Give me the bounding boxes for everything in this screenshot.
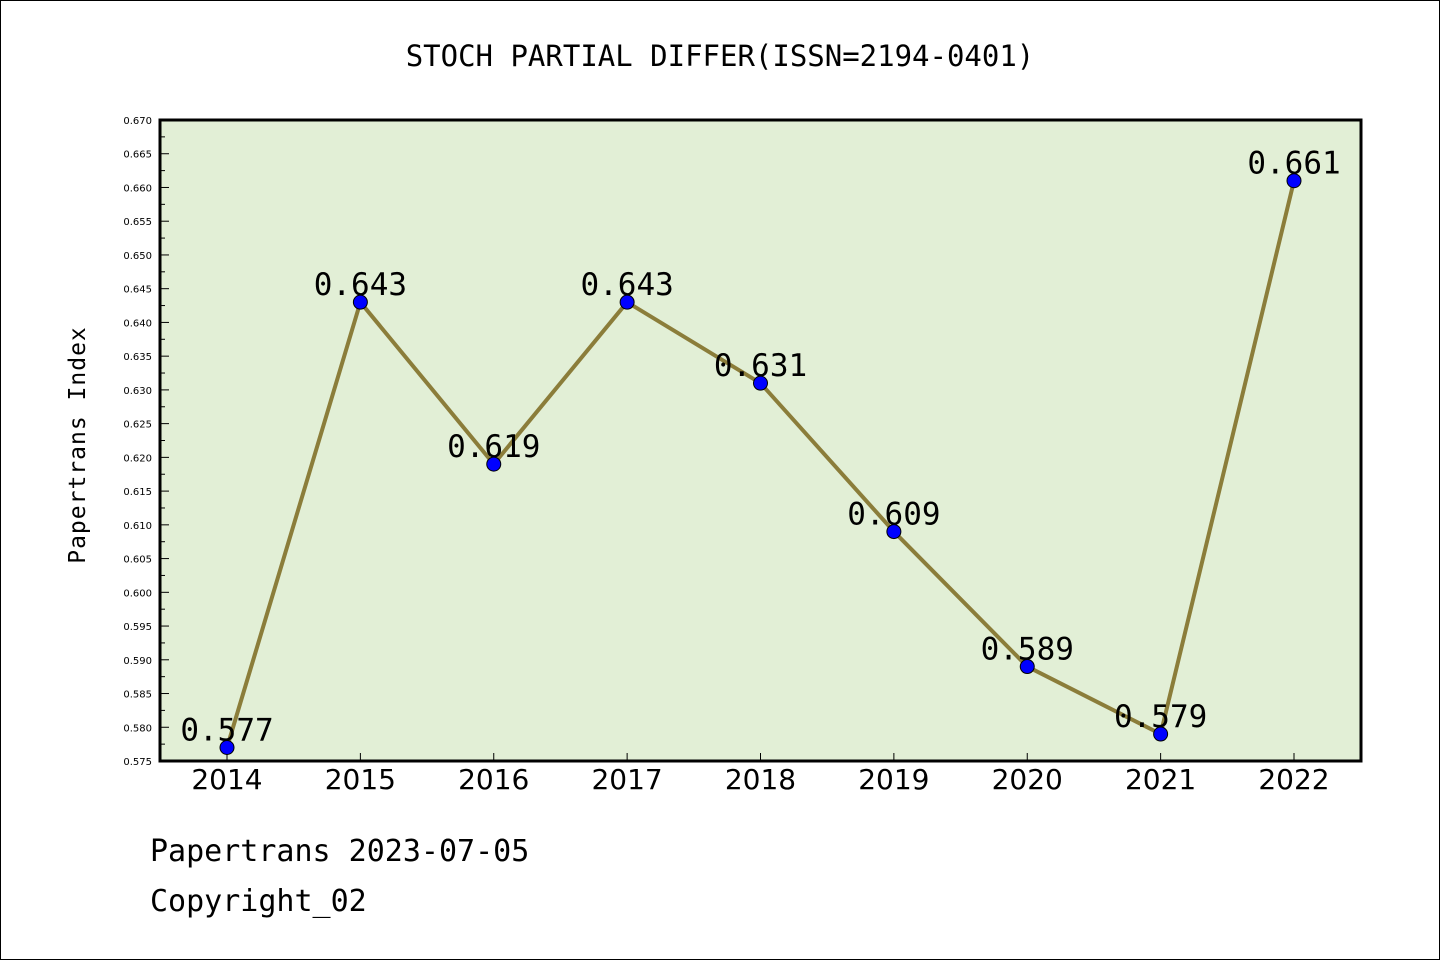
y-tick-label: 0.620 [123, 453, 152, 464]
y-tick-label: 0.670 [123, 116, 152, 127]
data-label: 0.577 [180, 713, 273, 749]
plot-border [158, 118, 1363, 763]
data-point [1153, 726, 1169, 742]
data-labels: 0.577 0.643 0.619 0.643 0.631 0.609 0.589 0.579… [180, 146, 1340, 749]
data-label: 0.631 [714, 348, 807, 384]
chart-title: STOCH PARTIAL DIFFER(ISSN=2194-0401) [406, 39, 1035, 73]
y-tick-label: 0.575 [123, 757, 152, 768]
y-tick-label: 0.615 [123, 487, 152, 498]
x-tick-label: 2018 [725, 763, 796, 796]
y-tick-label: 0.655 [123, 217, 152, 228]
x-tick-label: 2022 [1258, 763, 1329, 796]
y-tick-label: 0.640 [123, 318, 152, 329]
y-tick-label: 0.635 [123, 352, 152, 363]
y-tick-label: 0.625 [123, 420, 152, 431]
y-tick-label: 0.650 [123, 251, 152, 262]
data-point [619, 294, 635, 310]
data-markers [219, 173, 1302, 756]
x-tick-label: 2021 [1125, 763, 1196, 796]
data-label: 0.661 [1247, 146, 1340, 182]
data-point [753, 375, 768, 391]
x-tick-label: 2014 [191, 763, 262, 796]
y-tick-label: 0.600 [123, 588, 152, 599]
x-tick-label: 2020 [992, 763, 1063, 796]
data-label: 0.643 [314, 267, 407, 303]
y-tick-label: 0.585 [123, 690, 152, 701]
data-point [1019, 659, 1035, 675]
y-tick-label: 0.630 [123, 386, 152, 397]
y-tick-label: 0.590 [123, 656, 152, 667]
x-tick-label: 2017 [591, 763, 662, 796]
y-tick-label: 0.595 [123, 622, 152, 633]
y-tick-label: 0.645 [123, 285, 152, 296]
data-point [219, 740, 235, 756]
y-axis: 0.575 0.580 0.585 0.590 0.595 0.600 0.605 0.610… [123, 116, 169, 768]
data-point [886, 524, 902, 540]
data-point [1286, 173, 1302, 189]
y-axis-label: Papertrans Index [65, 326, 91, 564]
data-label: 0.609 [847, 497, 940, 533]
plot-area [160, 120, 1361, 761]
data-point [486, 456, 502, 472]
footer-date: Papertrans 2023-07-05 [150, 834, 530, 869]
y-tick-label: 0.580 [123, 723, 152, 734]
x-tick-label: 2019 [858, 763, 929, 796]
x-tick-label: 2015 [325, 763, 396, 796]
x-axis: 2014 2015 2016 2017 2018 2019 2020 2021 2022 [191, 753, 1330, 796]
data-label: 0.619 [447, 429, 540, 465]
y-tick-label: 0.610 [123, 521, 152, 532]
data-label: 0.589 [981, 632, 1074, 668]
data-label: 0.643 [580, 267, 673, 303]
y-tick-label: 0.665 [123, 150, 152, 161]
footer-copyright: Copyright_02 [150, 884, 367, 919]
y-tick-label: 0.605 [123, 555, 152, 566]
x-tick-label: 2016 [458, 763, 529, 796]
data-point [352, 294, 368, 310]
data-label: 0.579 [1114, 699, 1207, 735]
y-tick-label: 0.660 [123, 183, 152, 194]
